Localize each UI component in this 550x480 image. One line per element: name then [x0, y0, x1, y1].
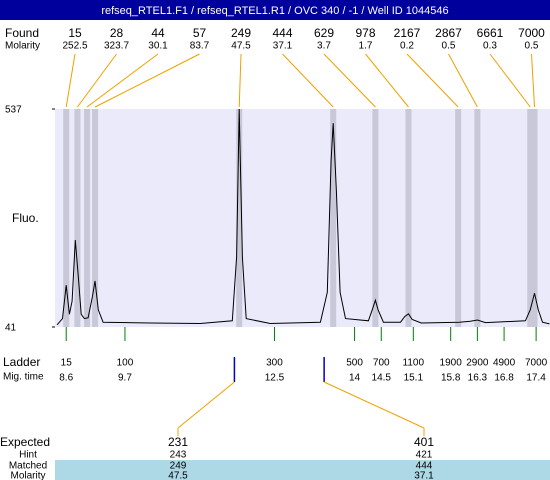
found-connector — [323, 53, 376, 108]
found-molarity: 83.7 — [190, 41, 210, 52]
ladder-size: 1100 — [403, 358, 425, 369]
ladder-size: 500 — [346, 358, 363, 369]
ladder-size: 4900 — [493, 358, 516, 369]
found-connector — [531, 53, 536, 108]
peak-band — [455, 109, 462, 327]
trace — [56, 108, 550, 326]
ladder-time: 14.5 — [372, 373, 392, 384]
y-label: Fluo. — [12, 211, 39, 225]
ladder-size: 7000 — [525, 358, 548, 369]
found-size: 444 — [272, 26, 292, 40]
expected-molarity: 37.1 — [414, 471, 434, 480]
found-molarity: 0.2 — [400, 41, 414, 52]
found-connector — [448, 53, 478, 108]
ladder-time: 8.6 — [59, 373, 73, 384]
ladder-size: 100 — [117, 358, 134, 369]
found-molarity: 323.7 — [104, 41, 129, 52]
peak-band — [92, 109, 99, 327]
expected-molarity: 47.5 — [168, 471, 188, 480]
ladder-time: 15.8 — [441, 373, 461, 384]
expected-connector — [323, 381, 425, 429]
peak-band — [527, 109, 534, 327]
expected-label: Expected — [0, 435, 50, 449]
found-size: 57 — [193, 26, 207, 40]
found-molarity: 1.7 — [359, 41, 373, 52]
found-size: 6661 — [477, 26, 504, 40]
peak-band — [74, 109, 81, 327]
found-connector — [282, 53, 334, 108]
expected-matched: 249 — [170, 461, 187, 472]
found-size: 2167 — [394, 26, 421, 40]
ladder-size: 300 — [266, 358, 283, 369]
found-molarity: 47.5 — [231, 41, 251, 52]
found-size: 28 — [110, 26, 124, 40]
found-size: 249 — [231, 26, 251, 40]
found-size: 629 — [314, 26, 334, 40]
ladder-time: 15.1 — [404, 373, 424, 384]
ladder-time: 12.5 — [265, 373, 285, 384]
found-molarity: 0.5 — [442, 41, 456, 52]
peak-band — [330, 109, 337, 327]
found-molarity: 3.7 — [317, 41, 331, 52]
peak-band — [531, 109, 538, 327]
found-size: 15 — [68, 26, 82, 40]
title: refseq_RTEL1.F1 / refseq_RTEL1.R1 / OVC … — [101, 5, 448, 17]
found-connector — [86, 53, 159, 108]
ladder-time: 16.8 — [494, 373, 514, 384]
peak-band — [474, 109, 481, 327]
plot-area — [55, 109, 550, 327]
peak-band — [372, 109, 379, 327]
found-molarity: 37.1 — [273, 41, 293, 52]
found-molarity: 252.5 — [62, 41, 87, 52]
found-connector — [65, 53, 76, 108]
matched-label: Matched — [9, 461, 47, 472]
exp-molarity-label: Molarity — [10, 471, 45, 480]
y-tick-label: 41 — [5, 323, 17, 334]
peak-band — [84, 109, 91, 327]
found-molarity: 0.5 — [525, 41, 539, 52]
found-molarity: 30.1 — [148, 41, 168, 52]
ladder-size: 15 — [61, 358, 73, 369]
ladder-size: 1900 — [440, 358, 463, 369]
found-size: 2867 — [435, 26, 462, 40]
peak-band — [236, 109, 243, 327]
expected-size: 401 — [414, 435, 434, 449]
y-tick-label: 537 — [5, 105, 22, 116]
found-connector — [94, 53, 200, 108]
found-connector — [406, 53, 459, 108]
matched-row — [55, 460, 550, 480]
peak-band — [63, 109, 70, 327]
molarity-label: Molarity — [5, 41, 40, 52]
ladder-time: 16.3 — [468, 373, 488, 384]
found-connector — [77, 53, 117, 108]
ladder-time: 9.7 — [118, 373, 132, 384]
peak-band — [405, 109, 412, 327]
found-size: 978 — [355, 26, 375, 40]
found-molarity: 0.3 — [483, 41, 497, 52]
mig-time-label: Mig. time — [3, 372, 44, 383]
expected-hint: 243 — [170, 450, 187, 461]
ladder-size: 2900 — [466, 358, 489, 369]
ladder-time: 17.4 — [526, 373, 546, 384]
title-bar — [0, 0, 550, 20]
expected-connector — [177, 381, 235, 429]
hint-label: Hint — [19, 450, 37, 461]
found-connector — [489, 53, 531, 108]
expected-hint: 421 — [416, 450, 433, 461]
found-connector — [238, 53, 242, 108]
expected-matched: 444 — [416, 461, 433, 472]
ladder-label: Ladder — [3, 355, 40, 369]
found-size: 7000 — [518, 26, 545, 40]
ladder-time: 14 — [349, 373, 361, 384]
expected-size: 231 — [168, 435, 188, 449]
found-size: 44 — [151, 26, 165, 40]
ladder-size: 700 — [373, 358, 390, 369]
found-label: Found — [5, 26, 39, 40]
found-connector — [365, 53, 409, 108]
